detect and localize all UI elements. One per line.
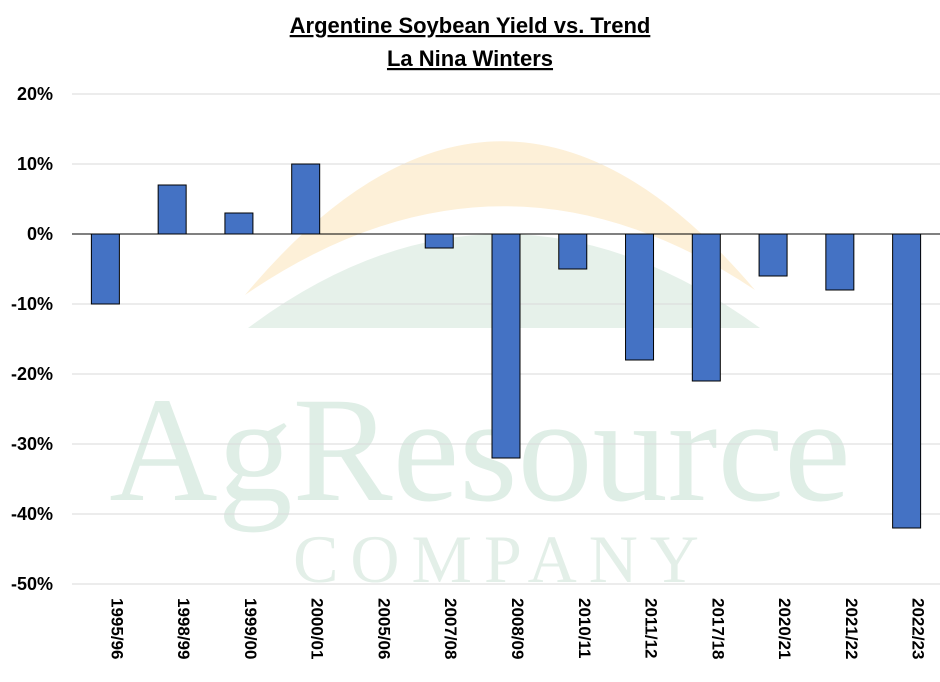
y-tick-label: -10% — [11, 294, 53, 314]
x-tick-label: 2017/18 — [708, 598, 727, 659]
watermark-logo: AgResource COMPANY — [109, 141, 851, 597]
x-tick-label: 2005/06 — [374, 598, 393, 659]
watermark-brand-text: AgResource — [109, 367, 850, 533]
bar — [625, 233, 655, 361]
x-tick-label: 2021/22 — [842, 598, 861, 659]
bar — [691, 233, 721, 382]
bar — [157, 184, 187, 235]
x-tick-label: 2000/01 — [308, 598, 327, 659]
watermark-sun-arc — [245, 141, 755, 295]
bar-series — [90, 163, 922, 529]
x-tick-label: 2011/12 — [642, 598, 661, 659]
x-tick-label: 2007/08 — [441, 598, 460, 659]
bar — [558, 233, 588, 270]
x-tick-label: 2008/09 — [508, 598, 527, 659]
bar — [892, 233, 922, 529]
y-tick-label: -20% — [11, 364, 53, 384]
bar — [424, 233, 454, 249]
x-tick-label: 2020/21 — [775, 598, 794, 659]
y-tick-label: 20% — [17, 84, 53, 104]
x-tick-label: 1998/99 — [174, 598, 193, 659]
y-tick-label: -30% — [11, 434, 53, 454]
bar — [291, 163, 321, 235]
y-tick-label: -40% — [11, 504, 53, 524]
x-tick-label: 1999/00 — [241, 598, 260, 659]
x-tick-label: 2022/23 — [909, 598, 928, 659]
bar — [90, 233, 120, 305]
x-tick-label: 2010/11 — [575, 598, 594, 659]
chart-subtitle: La Nina Winters — [387, 46, 553, 71]
bar — [224, 212, 254, 235]
bar — [758, 233, 788, 277]
chart-title: Argentine Soybean Yield vs. Trend — [290, 13, 651, 38]
bar — [825, 233, 855, 291]
y-axis-tick-labels: 20% 10% 0% -10% -20% -30% -40% -50% — [11, 84, 53, 594]
y-tick-label: -50% — [11, 574, 53, 594]
bar — [491, 233, 521, 459]
x-axis-tick-labels: 1995/96 1998/99 1999/00 2000/01 2005/06 2007/… — [107, 598, 927, 659]
watermark-sub-text: COMPANY — [293, 521, 711, 597]
y-tick-label: 10% — [17, 154, 53, 174]
y-tick-label: 0% — [27, 224, 53, 244]
x-tick-label: 1995/96 — [107, 598, 126, 659]
